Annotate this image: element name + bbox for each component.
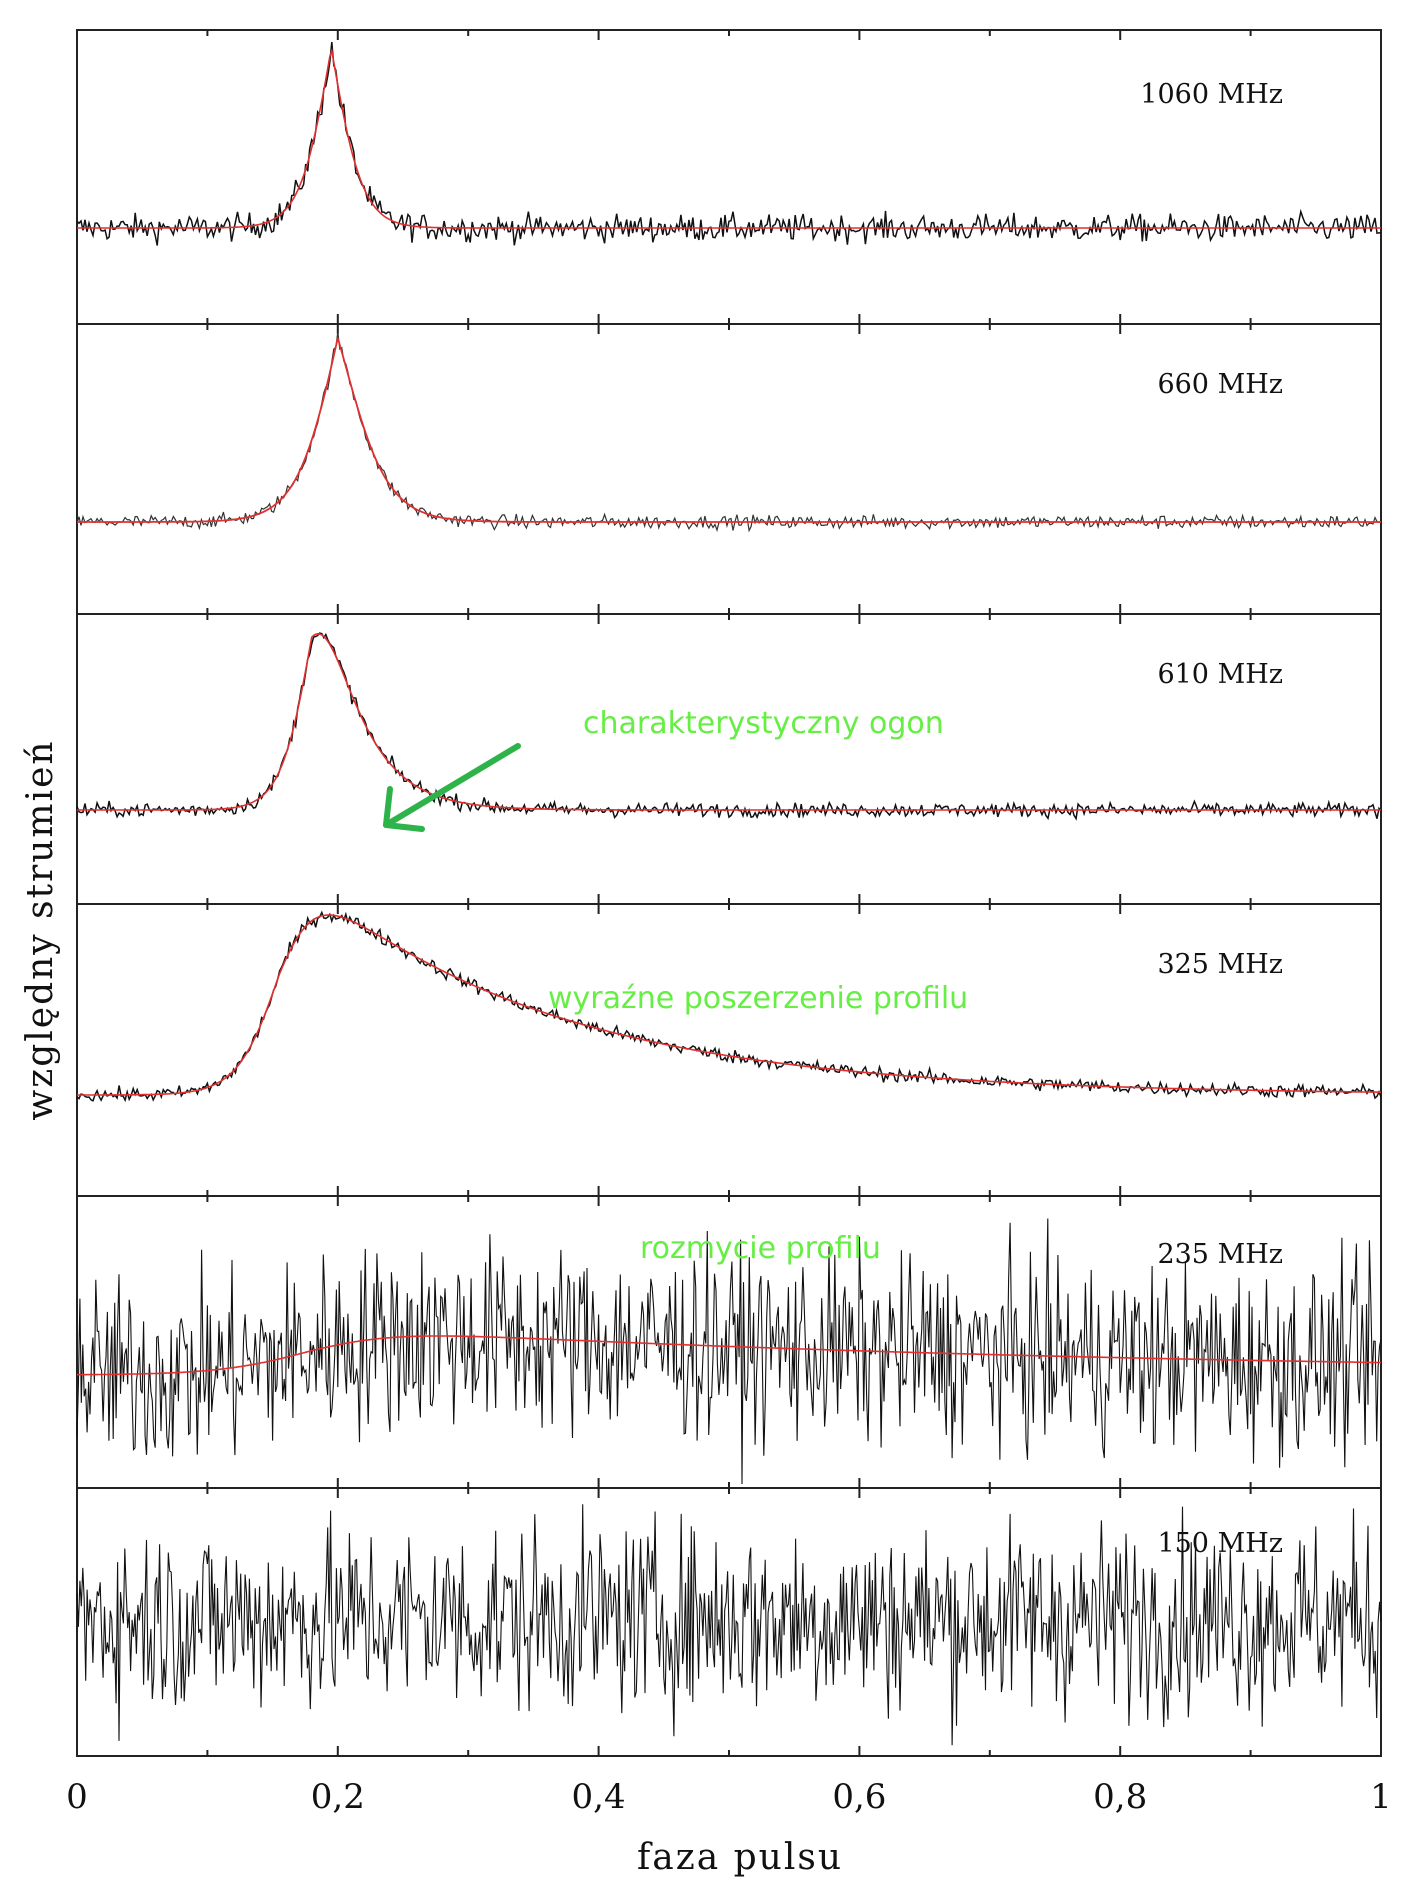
observed-profile-660 [76, 332, 1382, 533]
model-profile-235 [77, 1335, 1381, 1376]
y-axis-title: względny strumień [20, 739, 61, 1120]
x-tick-label-1: 1 [1370, 1777, 1392, 1817]
frequency-label-235: 235 MHz [1157, 1239, 1283, 1270]
panel-frames [76, 29, 1382, 1757]
panel-frame-1060 [76, 29, 1382, 325]
x-tick-label-0-2: 0,2 [311, 1777, 365, 1817]
tick-marks [206, 30, 1382, 1756]
observed-profile-325 [76, 910, 1382, 1103]
frequency-label-1060: 1060 MHz [1140, 79, 1283, 110]
model-profile-325 [77, 914, 1381, 1096]
x-tick-label-0-6: 0,6 [832, 1777, 886, 1817]
observed-profile-1060 [76, 42, 1382, 246]
annotation-profile-smearing: rozmycie profilu [640, 1231, 881, 1266]
panel-frame-660 [76, 323, 1382, 615]
annotation-characteristic-tail: charakterystyczny ogon [583, 706, 944, 741]
model-profile-1060 [77, 47, 1381, 229]
frequency-label-325: 325 MHz [1157, 949, 1283, 980]
frequency-label-610: 610 MHz [1157, 659, 1283, 690]
panel-frame-325 [76, 903, 1382, 1197]
x-axis-title: faza pulsu [637, 1837, 843, 1878]
panel-frame-610 [76, 613, 1382, 905]
observed-profile-150 [76, 1504, 1382, 1746]
model-profile-610 [77, 632, 1381, 811]
x-tick-label-0-4: 0,4 [572, 1777, 626, 1817]
observed-profile-235 [76, 1218, 1382, 1485]
model-profile-660 [77, 337, 1381, 523]
annotation-profile-broadening: wyraźne poszerzenie profilu [548, 981, 968, 1016]
frequency-label-150: 150 MHz [1157, 1528, 1283, 1559]
x-tick-label-0: 0 [66, 1777, 88, 1817]
frequency-label-660: 660 MHz [1157, 369, 1283, 400]
x-tick-label-0-8: 0,8 [1093, 1777, 1147, 1817]
annotation-arrow [383, 743, 521, 832]
